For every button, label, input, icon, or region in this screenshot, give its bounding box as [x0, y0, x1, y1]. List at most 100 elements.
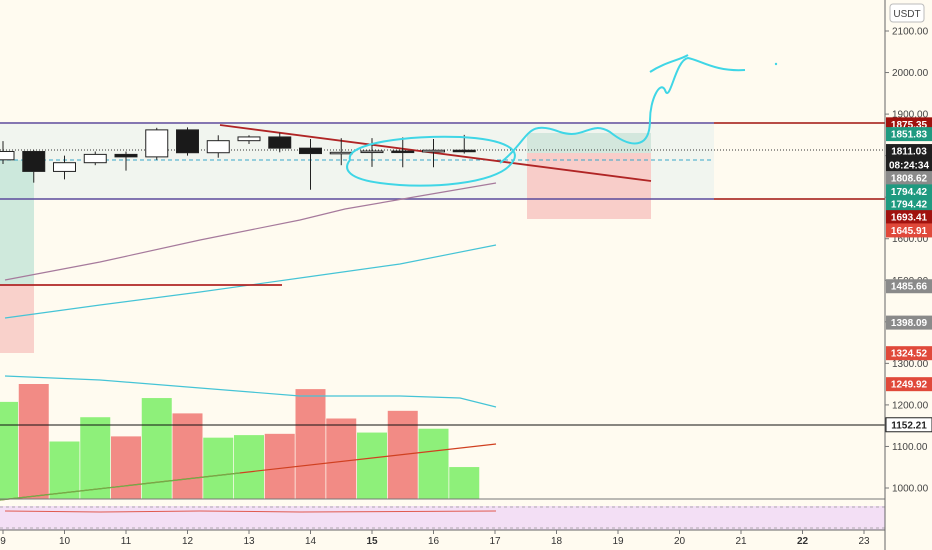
time-tick-label: 16	[428, 536, 440, 547]
candle-body[interactable]	[83, 153, 107, 164]
price-tick-label: 1100.00	[892, 442, 928, 453]
volume-trend-green	[0, 472, 241, 501]
volume-bar[interactable]	[449, 467, 480, 499]
left-long-position-green[interactable]	[0, 160, 34, 285]
price-axis-background	[885, 0, 932, 550]
candle-body[interactable]	[422, 149, 445, 153]
price-tag[interactable]	[886, 377, 932, 392]
price-tag-label: 1811.03	[891, 147, 927, 158]
descending-trend-line[interactable]	[219, 124, 652, 182]
volume-bar[interactable]	[0, 401, 18, 499]
volume-ma-cyan	[4, 375, 497, 408]
candle-body[interactable]	[22, 150, 46, 172]
price-tag-label: 1794.42	[891, 187, 928, 198]
time-tick-label: 11	[121, 536, 132, 547]
drawing-ellipse[interactable]	[346, 135, 516, 187]
price-tag-label: 08:24:34	[889, 160, 929, 171]
indicator-panel	[0, 506, 885, 530]
price-tag-label: 1324.52	[891, 349, 928, 360]
price-tag[interactable]	[886, 315, 932, 330]
time-tick-label: 23	[858, 536, 870, 547]
price-tag-label: 1645.91	[891, 226, 928, 237]
time-tick-label: 12	[182, 536, 194, 547]
price-tag[interactable]	[886, 184, 932, 199]
price-tick-label: 2000.00	[892, 68, 929, 79]
volume-bar[interactable]	[234, 435, 264, 499]
candle-body[interactable]	[0, 150, 15, 161]
price-tag[interactable]	[886, 157, 932, 172]
candle-body[interactable]	[176, 129, 199, 154]
volume-bar[interactable]	[111, 436, 141, 499]
candle-body[interactable]	[452, 149, 476, 153]
price-tag-label: 1851.83	[891, 130, 928, 141]
price-tick-label: 2100.00	[892, 27, 929, 38]
indicator-line	[4, 510, 497, 513]
price-tag[interactable]	[886, 127, 932, 142]
price-tag-label: 1875.35	[891, 120, 928, 131]
price-tag[interactable]	[886, 279, 932, 294]
time-tick-label: 9	[0, 536, 6, 547]
volume-bar[interactable]	[418, 428, 449, 499]
price-tag[interactable]	[886, 171, 932, 186]
volume-bar[interactable]	[326, 418, 357, 500]
time-tick-label: 14	[305, 536, 317, 547]
price-tag-label: 1693.41	[891, 213, 928, 224]
stop-zone[interactable]	[527, 153, 651, 219]
volume-bar[interactable]	[357, 432, 387, 499]
candle-body[interactable]	[237, 136, 261, 142]
candle-body[interactable]	[360, 150, 384, 154]
moving-average-purple	[4, 182, 497, 281]
price-tick-label: 1900.00	[892, 110, 929, 121]
drawing-projection[interactable]	[499, 56, 746, 164]
time-tick-label: 19	[612, 536, 624, 547]
candle-body[interactable]	[299, 147, 322, 155]
candle-body[interactable]	[268, 136, 292, 149]
candle-body[interactable]	[145, 129, 169, 158]
price-tag-label: 1485.66	[891, 282, 928, 293]
price-tick-label: 1300.00	[892, 359, 929, 370]
time-tick-label: 22	[797, 536, 809, 547]
candle-body[interactable]	[53, 162, 76, 172]
candle-body[interactable]	[206, 140, 230, 154]
price-tag[interactable]	[886, 223, 932, 238]
volume-bar[interactable]	[264, 433, 295, 499]
time-tick-label: 18	[551, 536, 563, 547]
price-tag[interactable]	[885, 417, 932, 433]
price-tag-label: 1398.09	[891, 318, 928, 329]
candles-group	[0, 127, 476, 190]
candle-body[interactable]	[329, 151, 353, 155]
volume-group	[0, 384, 480, 500]
drawing-dot	[774, 62, 778, 66]
time-tick-label: 13	[243, 536, 255, 547]
time-tick-label: 10	[59, 536, 71, 547]
volume-bar[interactable]	[80, 417, 111, 499]
currency-label[interactable]: USDT	[893, 9, 920, 20]
volume-bar[interactable]	[203, 437, 234, 499]
price-tag[interactable]	[886, 144, 932, 159]
price-tick-label: 1600.00	[892, 234, 929, 245]
left-long-position-red[interactable]	[0, 285, 34, 353]
price-tick-label: 1000.00	[892, 484, 929, 495]
price-tag-label: 1152.21	[891, 420, 927, 431]
time-tick-label: 17	[489, 536, 501, 547]
time-tick-label: 20	[674, 536, 686, 547]
price-tag-label: 1808.62	[891, 174, 928, 185]
volume-bar[interactable]	[295, 389, 326, 499]
time-tick-label: 21	[735, 536, 747, 547]
candle-body[interactable]	[114, 153, 138, 158]
price-tag[interactable]	[886, 210, 932, 225]
volume-bar[interactable]	[18, 384, 49, 499]
volume-bar[interactable]	[49, 441, 80, 500]
volume-bar[interactable]	[172, 413, 203, 499]
price-tag[interactable]	[886, 346, 932, 361]
time-tick-label: 15	[366, 536, 378, 547]
currency-label-box[interactable]	[889, 3, 925, 23]
drawing-scribble[interactable]	[649, 54, 689, 73]
price-tag-label: 1249.92	[891, 380, 928, 391]
time-axis-ticks: 9 10 11 12 13 14 15 16 17 18 19 20 21 22 23	[0, 530, 870, 547]
price-tag[interactable]	[886, 197, 932, 212]
candle-body[interactable]	[391, 150, 415, 154]
price-tag-label: 1794.42	[891, 200, 928, 211]
